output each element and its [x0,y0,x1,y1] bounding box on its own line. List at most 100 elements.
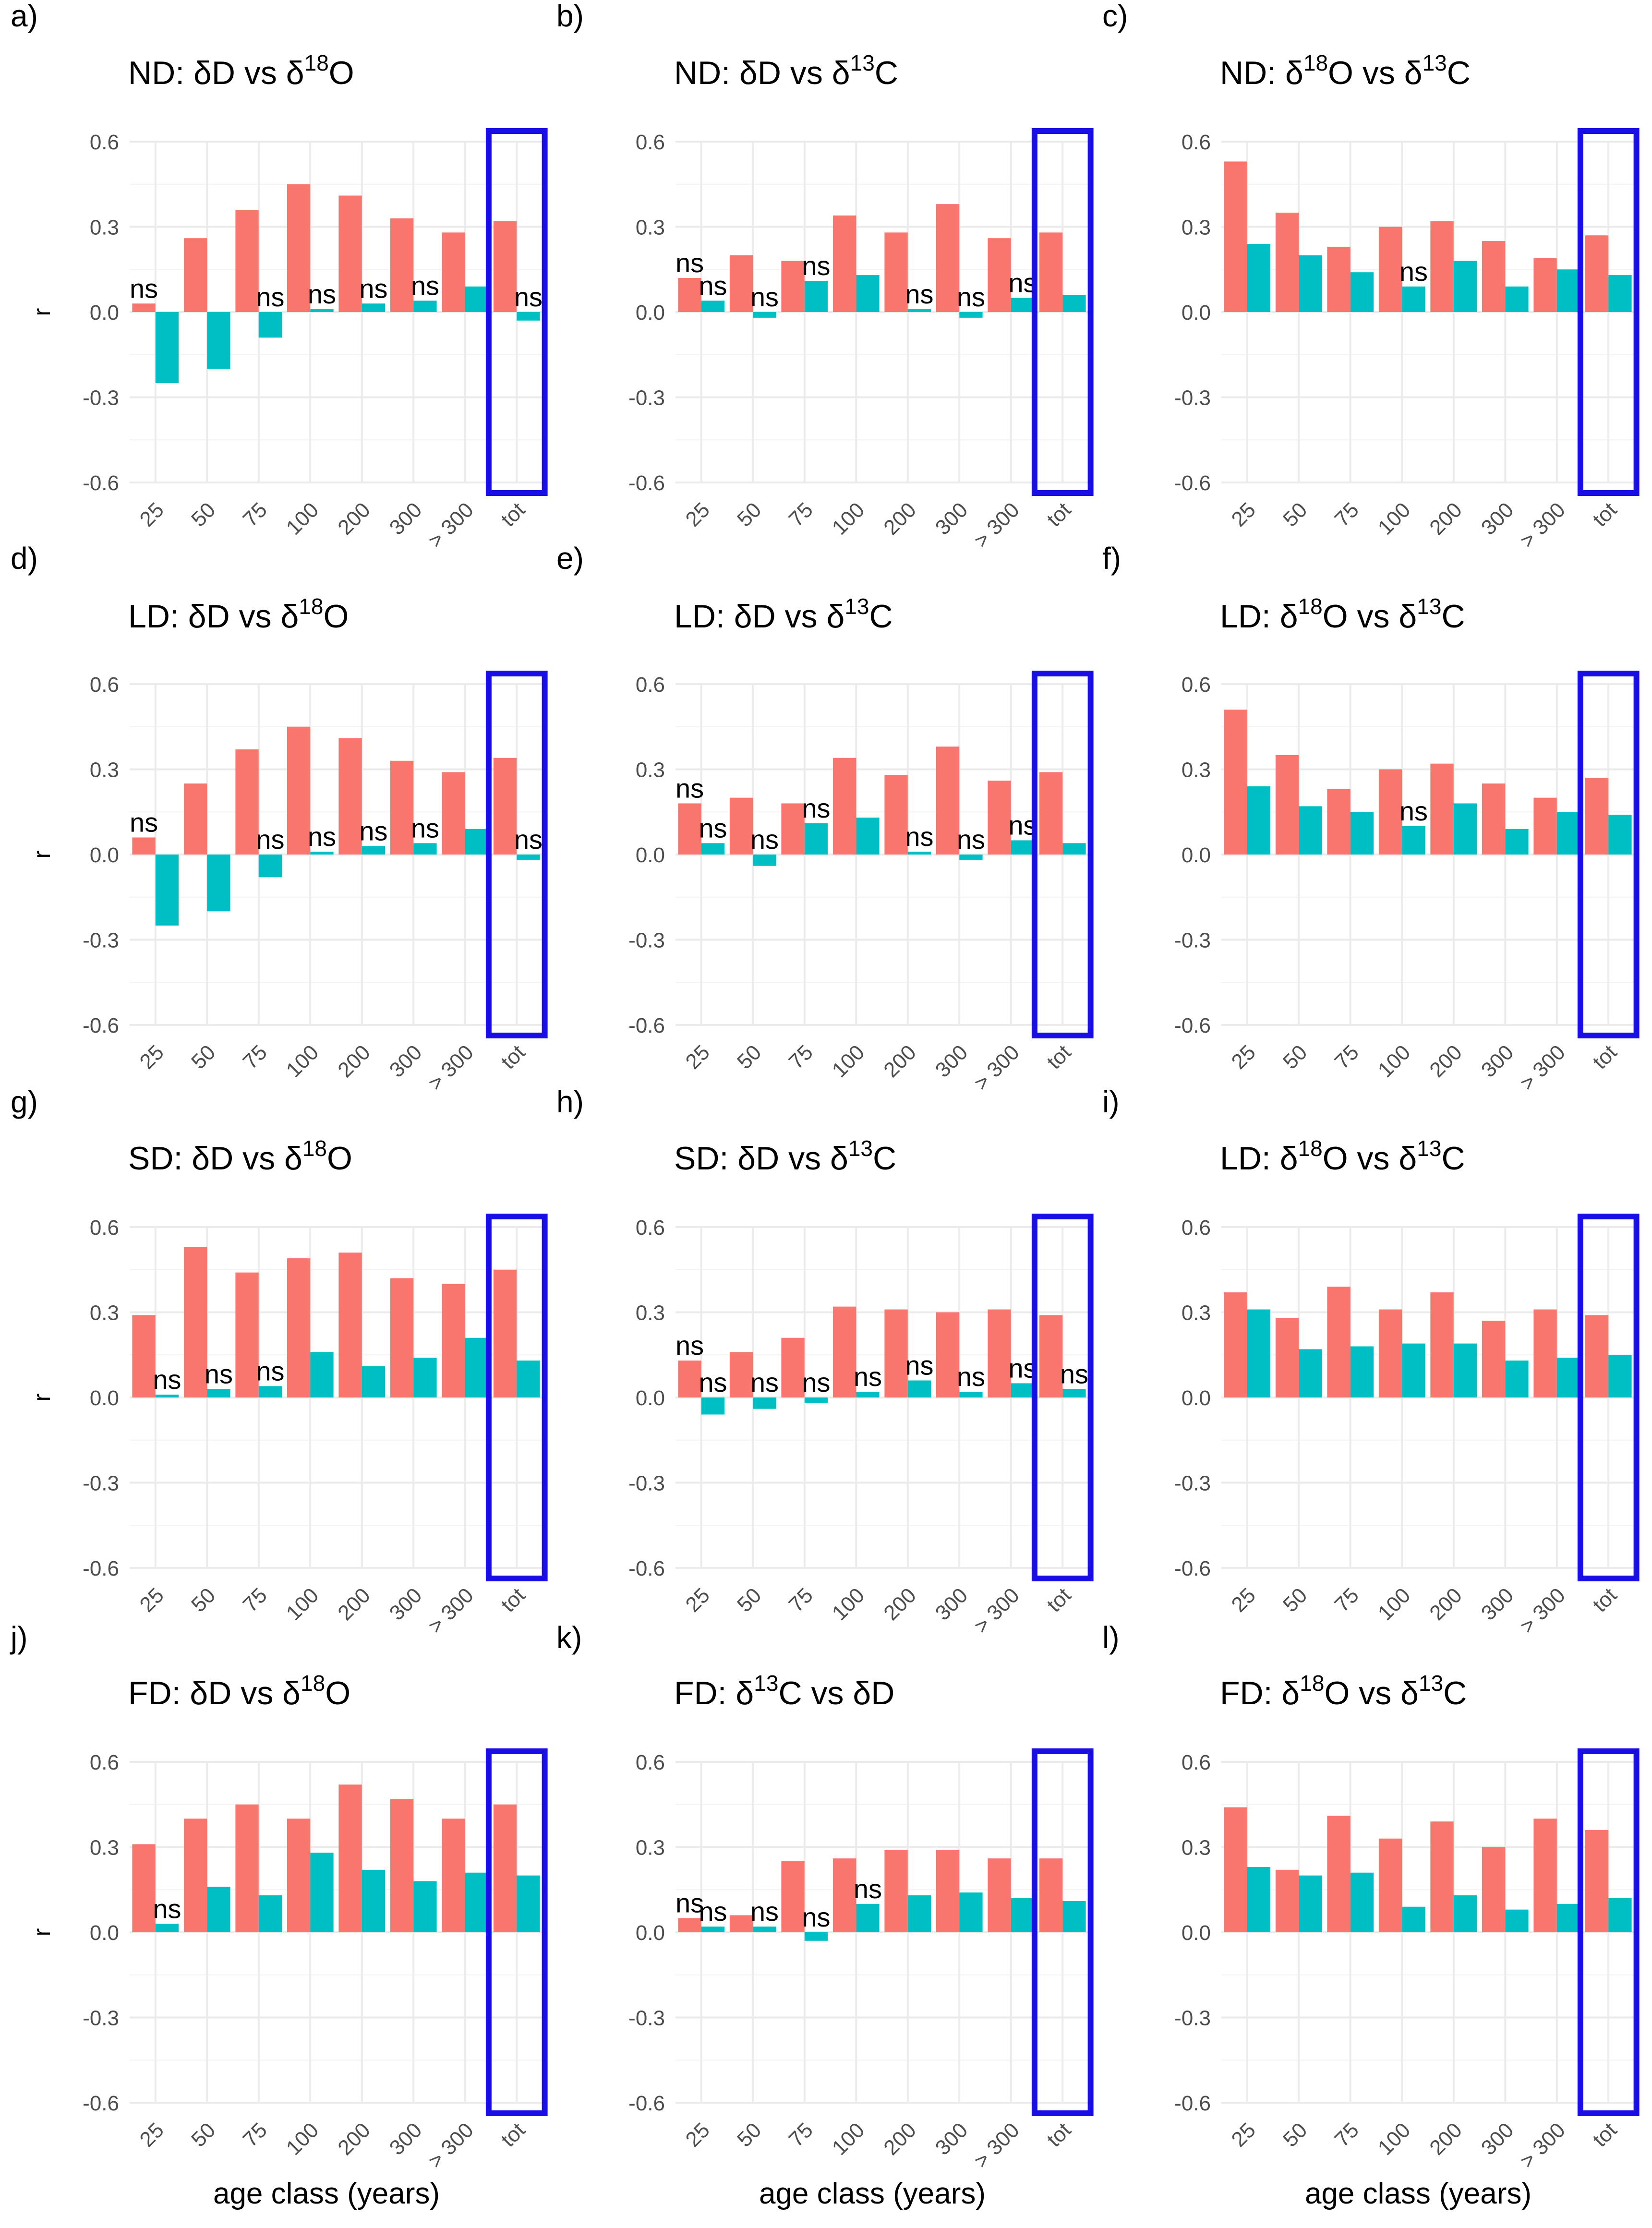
bar-series1 [1482,783,1506,855]
y-tick-label: -0.6 [1174,2092,1211,2115]
bar-series1 [1275,212,1299,312]
x-tick-label: 200 [1425,498,1467,540]
ns-label: ns [308,821,336,852]
x-tick-label: 300 [931,1040,973,1082]
bar-series2 [1247,1867,1271,1932]
ns-label: ns [256,1356,284,1386]
bar-series2 [413,1881,437,1932]
x-tick-label: 50 [733,498,766,531]
bar-series2 [207,1887,230,1932]
bar-series1 [442,232,465,312]
bar-series1 [729,1915,753,1932]
panel-title: FD: δ13C vs δD [674,1671,894,1711]
x-tick-label: 75 [1330,2118,1363,2151]
y-tick-label: 0.6 [636,131,665,154]
ns-label: ns [411,813,439,843]
bar-series1 [1327,789,1351,855]
bar-series2 [258,312,282,338]
x-tick-label: 50 [187,1040,220,1073]
bar-series1 [493,1269,517,1397]
bar-series1 [988,1309,1011,1397]
bar-series1 [988,238,1011,312]
panel-title: LD: δD vs δ13C [674,594,893,635]
bar-series2 [1556,812,1580,855]
tot-highlight-box [1031,671,1094,1038]
x-tick-label: 200 [333,2118,375,2160]
bar-series1 [1378,1838,1402,1932]
bar-series1 [132,1844,156,1932]
bar-series1 [1482,1847,1506,1932]
y-tick-label: 0.3 [1182,216,1211,240]
bar-series2 [1299,255,1322,312]
bar-series1 [1224,1292,1247,1397]
panel-title: ND: δD vs δ13C [674,50,898,91]
x-tick-label: 200 [1425,2118,1467,2160]
y-tick-label: -0.6 [628,471,665,495]
bar-series2 [753,855,776,866]
bar-series2 [310,309,334,312]
x-tick-label: 25 [1227,1583,1260,1616]
ns-label: ns [675,248,704,278]
tot-highlight-box [485,1214,548,1581]
y-tick-label: 0.0 [90,1386,119,1410]
x-tick-label: > 300 [969,2118,1024,2172]
bar-series1 [1585,778,1609,855]
bar-series2 [1011,840,1035,855]
bar-series1 [1378,227,1402,312]
bar-series1 [132,1315,156,1397]
x-tick-label: 100 [1374,1040,1415,1082]
y-tick-label: 0.6 [1182,1751,1211,1774]
bar-series2 [1299,1349,1322,1397]
bar-series2 [959,1892,983,1932]
x-tick-label: 100 [282,2118,324,2160]
bar-series1 [235,1272,259,1397]
bar-series1 [390,1278,414,1397]
bar-series2 [362,846,386,855]
panel-title: FD: δD vs δ18O [128,1671,350,1711]
panel-letter: e) [556,541,584,576]
bar-series2 [1062,1901,1086,1932]
x-tick-label: 75 [784,498,818,531]
ns-label: ns [1060,1359,1088,1389]
ns-label: ns [957,282,985,312]
bar-series2 [1247,244,1271,312]
bar-series1 [1224,1807,1247,1932]
x-tick-label: 50 [1278,1583,1312,1616]
ns-label: ns [802,793,830,823]
x-axis-label: age class (years) [213,2177,440,2210]
bar-series1 [1039,772,1063,855]
bar-series1 [1482,241,1506,312]
bar-series2 [907,1895,931,1932]
bar-series1 [183,783,207,855]
ns-label: ns [256,282,284,312]
bar-series1 [936,204,960,312]
x-tick-label: 200 [879,498,921,540]
ns-label: ns [854,1874,882,1904]
x-tick-label: 25 [1227,1040,1260,1073]
panel-title: SD: δD vs δ18O [128,1136,352,1177]
ns-label: ns [750,282,779,312]
panel-c: c) ND: δ18O vs δ13C 0.6 0.3 0.0 -0.3 -0.6 ns 25 5… [1102,0,1640,553]
bar-series2 [1062,1389,1086,1397]
bar-series1 [390,1798,414,1932]
y-tick-label: -0.6 [83,471,119,495]
panel-f: f) LD: δ18O vs δ13C 0.6 0.3 0.0 -0.3 -0.6 ns 25 5… [1102,541,1640,1095]
bar-series1 [729,255,753,312]
ns-label: ns [699,813,727,843]
x-tick-label: 75 [784,2118,818,2151]
x-tick-label: 200 [879,1583,921,1625]
y-tick-label: -0.6 [83,2092,119,2115]
bar-series2 [1505,286,1529,312]
y-tick-label: 0.0 [636,1386,665,1410]
x-tick-label: 25 [135,2118,169,2151]
panel-letter: l) [1102,1620,1120,1655]
bar-series1 [183,1247,207,1397]
bar-series2 [1556,269,1580,312]
y-tick-label: 0.3 [1182,1836,1211,1860]
x-tick-label: 75 [1330,1583,1363,1616]
y-tick-label: 0.0 [636,301,665,325]
y-tick-label: -0.3 [1174,1472,1211,1495]
x-tick-label: 100 [828,2118,869,2160]
bar-series2 [701,1927,725,1932]
